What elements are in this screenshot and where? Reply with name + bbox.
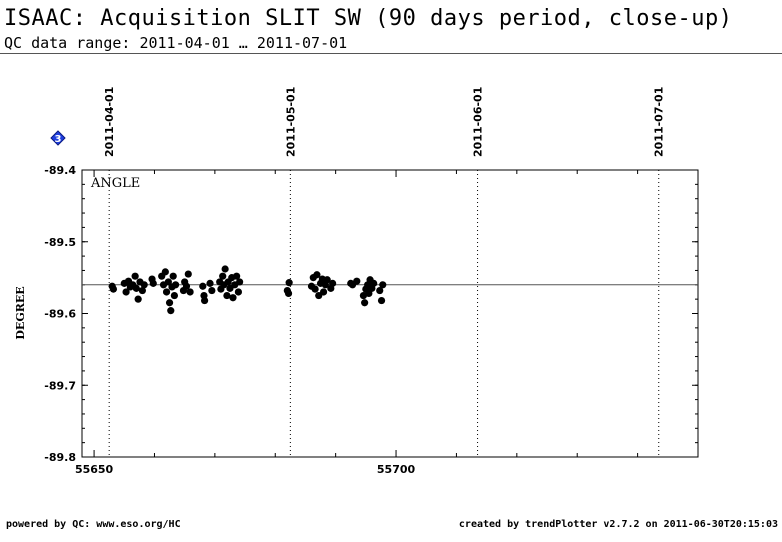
data-point bbox=[208, 286, 216, 295]
data-point bbox=[199, 282, 207, 290]
data-point bbox=[184, 270, 192, 278]
y-tick-label: -89.6 bbox=[44, 308, 76, 321]
data-point bbox=[122, 288, 130, 296]
panel-label: ANGLE bbox=[90, 176, 140, 191]
data-point bbox=[170, 291, 178, 300]
data-point bbox=[182, 282, 191, 290]
data-point bbox=[165, 299, 174, 307]
data-point bbox=[353, 277, 361, 285]
data-point bbox=[284, 289, 293, 298]
data-point bbox=[167, 307, 175, 315]
data-point bbox=[172, 281, 180, 289]
header-divider bbox=[0, 53, 782, 54]
data-range-subtitle: QC data range: 2011-04-01 … 2011-07-01 bbox=[4, 34, 348, 52]
data-point bbox=[221, 265, 229, 273]
data-point bbox=[361, 299, 369, 307]
data-point bbox=[162, 288, 171, 296]
trend-chart: 3 2011-04-01 2011-05-01 2011-06-01 2011-07-… bbox=[14, 87, 699, 476]
date-marker-label: 2011-05-01 bbox=[284, 87, 297, 157]
y-tick-label: -89.8 bbox=[44, 451, 76, 464]
data-point bbox=[164, 278, 172, 286]
data-point bbox=[313, 271, 321, 279]
date-marker-label: 2011-06-01 bbox=[472, 87, 485, 157]
data-point bbox=[234, 288, 243, 296]
data-point bbox=[134, 295, 142, 303]
data-point bbox=[233, 272, 241, 280]
data-point bbox=[169, 272, 177, 280]
diamond-icon bbox=[50, 130, 66, 146]
x-tick-label: 55700 bbox=[377, 463, 416, 476]
data-point bbox=[109, 285, 118, 293]
footer-created-by: created by trendPlotter v2.7.2 on 2011-0… bbox=[458, 519, 778, 530]
data-point bbox=[319, 288, 328, 296]
data-point bbox=[223, 291, 231, 300]
date-marker-label: 2011-07-01 bbox=[653, 87, 666, 157]
data-point bbox=[200, 296, 209, 305]
data-point bbox=[379, 281, 387, 289]
data-point bbox=[376, 286, 384, 295]
marker-badge: 3 bbox=[50, 130, 66, 146]
data-point bbox=[206, 279, 214, 287]
badge-label: 3 bbox=[55, 134, 62, 145]
y-tick-label: -89.7 bbox=[44, 379, 76, 392]
data-point bbox=[161, 268, 169, 276]
data-point bbox=[329, 279, 337, 287]
y-axis-label: DEGREE bbox=[14, 286, 27, 339]
data-point bbox=[377, 296, 386, 305]
data-point bbox=[149, 279, 157, 287]
data-point bbox=[219, 272, 227, 280]
data-point bbox=[131, 272, 139, 280]
data-point bbox=[285, 279, 293, 287]
data-point bbox=[229, 294, 237, 302]
data-point bbox=[311, 285, 319, 293]
data-point bbox=[323, 276, 331, 284]
y-tick-label: -89.4 bbox=[44, 164, 76, 177]
data-point bbox=[138, 286, 146, 295]
plot-frame bbox=[81, 169, 699, 458]
data-point bbox=[236, 278, 244, 286]
data-point bbox=[359, 291, 368, 300]
footer-powered-by: powered by QC: www.eso.org/HC bbox=[6, 519, 181, 530]
data-point bbox=[186, 288, 194, 296]
data-point bbox=[370, 279, 378, 287]
data-point bbox=[132, 284, 140, 292]
data-point bbox=[140, 281, 148, 289]
page-title: ISAAC: Acquisition SLIT SW (90 days peri… bbox=[4, 6, 733, 31]
y-tick-label: -89.5 bbox=[44, 236, 76, 249]
x-tick-label: 55650 bbox=[75, 463, 114, 476]
date-marker-label: 2011-04-01 bbox=[103, 87, 116, 157]
